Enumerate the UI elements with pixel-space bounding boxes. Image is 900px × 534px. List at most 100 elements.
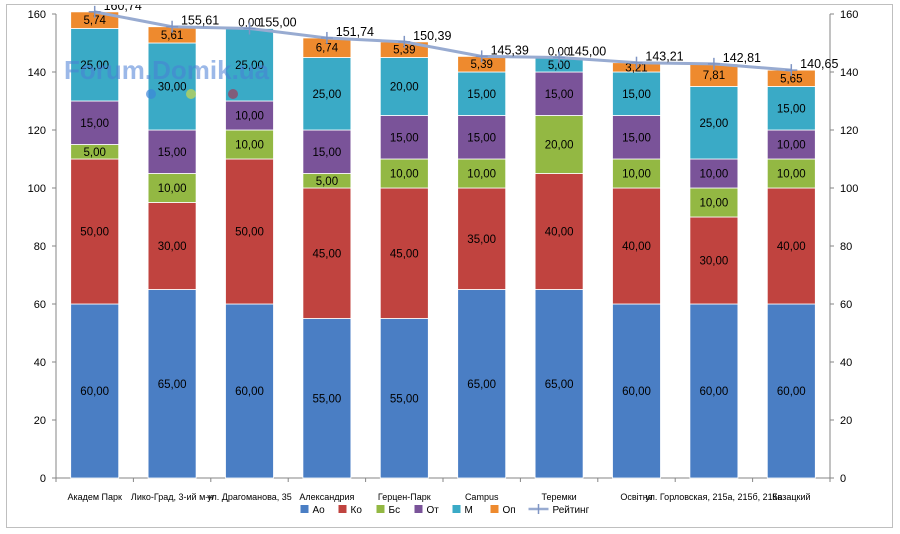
bar-segment-ao[interactable] — [689, 303, 739, 479]
segment-value-label: 15,00 — [777, 103, 806, 115]
segment-value-label: 20,00 — [390, 82, 419, 94]
bar-segment-bs[interactable] — [225, 129, 274, 160]
rating-value-label: 145,39 — [491, 43, 529, 57]
bar-segment-bs[interactable] — [379, 158, 429, 189]
y-left-tick-label: 80 — [34, 241, 46, 253]
bar-segment-m[interactable] — [147, 42, 197, 131]
bar-segment-ao[interactable] — [766, 303, 816, 479]
segment-value-label: 6,74 — [316, 43, 339, 55]
bar-segment-ot[interactable] — [689, 158, 739, 189]
legend-label: Оп — [503, 505, 516, 516]
legend-swatch — [414, 505, 423, 513]
segment-value-label: 15,00 — [467, 89, 496, 101]
segment-value-label: 15,00 — [622, 132, 651, 144]
segment-value-label: 55,00 — [390, 393, 419, 405]
bar-segment-ao[interactable] — [457, 289, 507, 479]
segment-value-label: 30,00 — [158, 241, 187, 253]
bar-segment-ko[interactable] — [70, 158, 120, 305]
segment-value-label: 60,00 — [622, 386, 651, 398]
bar-segment-bs[interactable] — [689, 187, 739, 218]
bar-segment-ao[interactable] — [612, 303, 661, 479]
bar-segment-ao[interactable] — [302, 318, 352, 479]
bar-segment-ot[interactable] — [612, 115, 661, 160]
segment-value-label: 25,00 — [235, 60, 264, 72]
segment-value-label: 10,00 — [390, 169, 419, 181]
bar-segment-ko[interactable] — [147, 202, 197, 290]
segment-value-label: 65,00 — [545, 379, 574, 391]
y-left-tick-label: 140 — [28, 67, 46, 79]
legend-label: Ко — [351, 505, 363, 516]
segment-value-label: 5,39 — [471, 59, 493, 71]
bar-segment-ko[interactable] — [766, 187, 816, 305]
rating-value-label: 160,74 — [104, 5, 142, 13]
bar-segment-m[interactable] — [70, 28, 120, 102]
legend-swatch — [490, 505, 499, 513]
segment-value-label: 5,39 — [393, 45, 415, 57]
segment-value-label: 15,00 — [545, 89, 574, 101]
bar-segment-bs[interactable] — [534, 115, 584, 174]
segment-value-label: 10,00 — [777, 140, 806, 152]
segment-value-label: 5,00 — [316, 176, 338, 188]
bar-segment-ao[interactable] — [147, 289, 197, 479]
bar-segment-ao[interactable] — [225, 303, 274, 479]
bar-segment-ot[interactable] — [766, 129, 816, 160]
segment-value-label: 60,00 — [80, 386, 109, 398]
bar-segment-ko[interactable] — [457, 187, 507, 290]
bar-segment-bs[interactable] — [612, 158, 661, 189]
category-label: Академ Парк — [67, 492, 122, 502]
bar-segment-m[interactable] — [689, 86, 739, 160]
rating-value-label: 142,81 — [723, 51, 761, 65]
segment-value-label: 50,00 — [235, 227, 264, 239]
bar-segment-m[interactable] — [379, 57, 429, 116]
y-left-tick-label: 60 — [34, 299, 46, 311]
bar-segment-m[interactable] — [225, 28, 274, 102]
segment-value-label: 10,00 — [467, 169, 496, 181]
rating-value-label: 140,65 — [800, 57, 838, 71]
rating-line — [94, 10, 792, 72]
stacked-bar-chart: 0204060801001201401600204060801001201401… — [28, 5, 859, 516]
bar-segment-ot[interactable] — [302, 129, 352, 174]
y-left-tick-label: 120 — [28, 125, 46, 137]
y-left-tick-label: 100 — [28, 183, 46, 195]
segment-value-label: 45,00 — [313, 248, 342, 260]
segment-value-label: 10,00 — [777, 169, 806, 181]
y-right-tick-label: 140 — [840, 67, 858, 79]
segment-value-label: 5,61 — [161, 30, 183, 42]
segment-value-label: 60,00 — [777, 386, 806, 398]
y-left-tick-label: 0 — [40, 473, 46, 485]
legend-label: Ао — [313, 505, 326, 516]
category-label: ул. Драгоманова, 35 — [207, 492, 292, 502]
segment-value-label: 55,00 — [313, 393, 342, 405]
bar-segment-ot[interactable] — [225, 100, 274, 131]
legend-swatch — [376, 505, 385, 513]
category-label: Освітня — [620, 492, 652, 502]
category-label: Герцен-Парк — [378, 492, 431, 502]
y-right-tick-label: 20 — [840, 415, 852, 427]
bar-segment-bs[interactable] — [766, 158, 816, 189]
bar-segment-ot[interactable] — [379, 115, 429, 160]
legend-swatch — [338, 505, 347, 513]
bar-segment-ao[interactable] — [70, 303, 120, 479]
bar-segment-ko[interactable] — [302, 187, 352, 319]
segment-value-label: 10,00 — [700, 169, 729, 181]
segment-value-label: 10,00 — [235, 140, 264, 152]
y-right-tick-label: 60 — [840, 299, 852, 311]
segment-value-label: 60,00 — [700, 386, 729, 398]
segment-value-label: 60,00 — [235, 386, 264, 398]
bar-segment-ao[interactable] — [379, 318, 429, 479]
watermark-dot-red — [228, 89, 238, 99]
bar-segment-bs[interactable] — [457, 158, 507, 189]
bar-segment-ot[interactable] — [147, 129, 197, 174]
bar-segment-ao[interactable] — [534, 289, 584, 479]
legend-swatch — [452, 505, 461, 513]
bar-segment-ko[interactable] — [612, 187, 661, 305]
bar-segment-ko[interactable] — [379, 187, 429, 319]
segment-value-label: 15,00 — [622, 89, 651, 101]
bar-segment-ko[interactable] — [689, 216, 739, 305]
bar-segment-ot[interactable] — [457, 115, 507, 160]
segment-value-label: 40,00 — [545, 227, 574, 239]
bar-segment-ot[interactable] — [70, 100, 120, 145]
segment-value-label: 25,00 — [313, 89, 342, 101]
bar-segment-m[interactable] — [457, 71, 507, 116]
bar-segment-m[interactable] — [766, 86, 816, 131]
